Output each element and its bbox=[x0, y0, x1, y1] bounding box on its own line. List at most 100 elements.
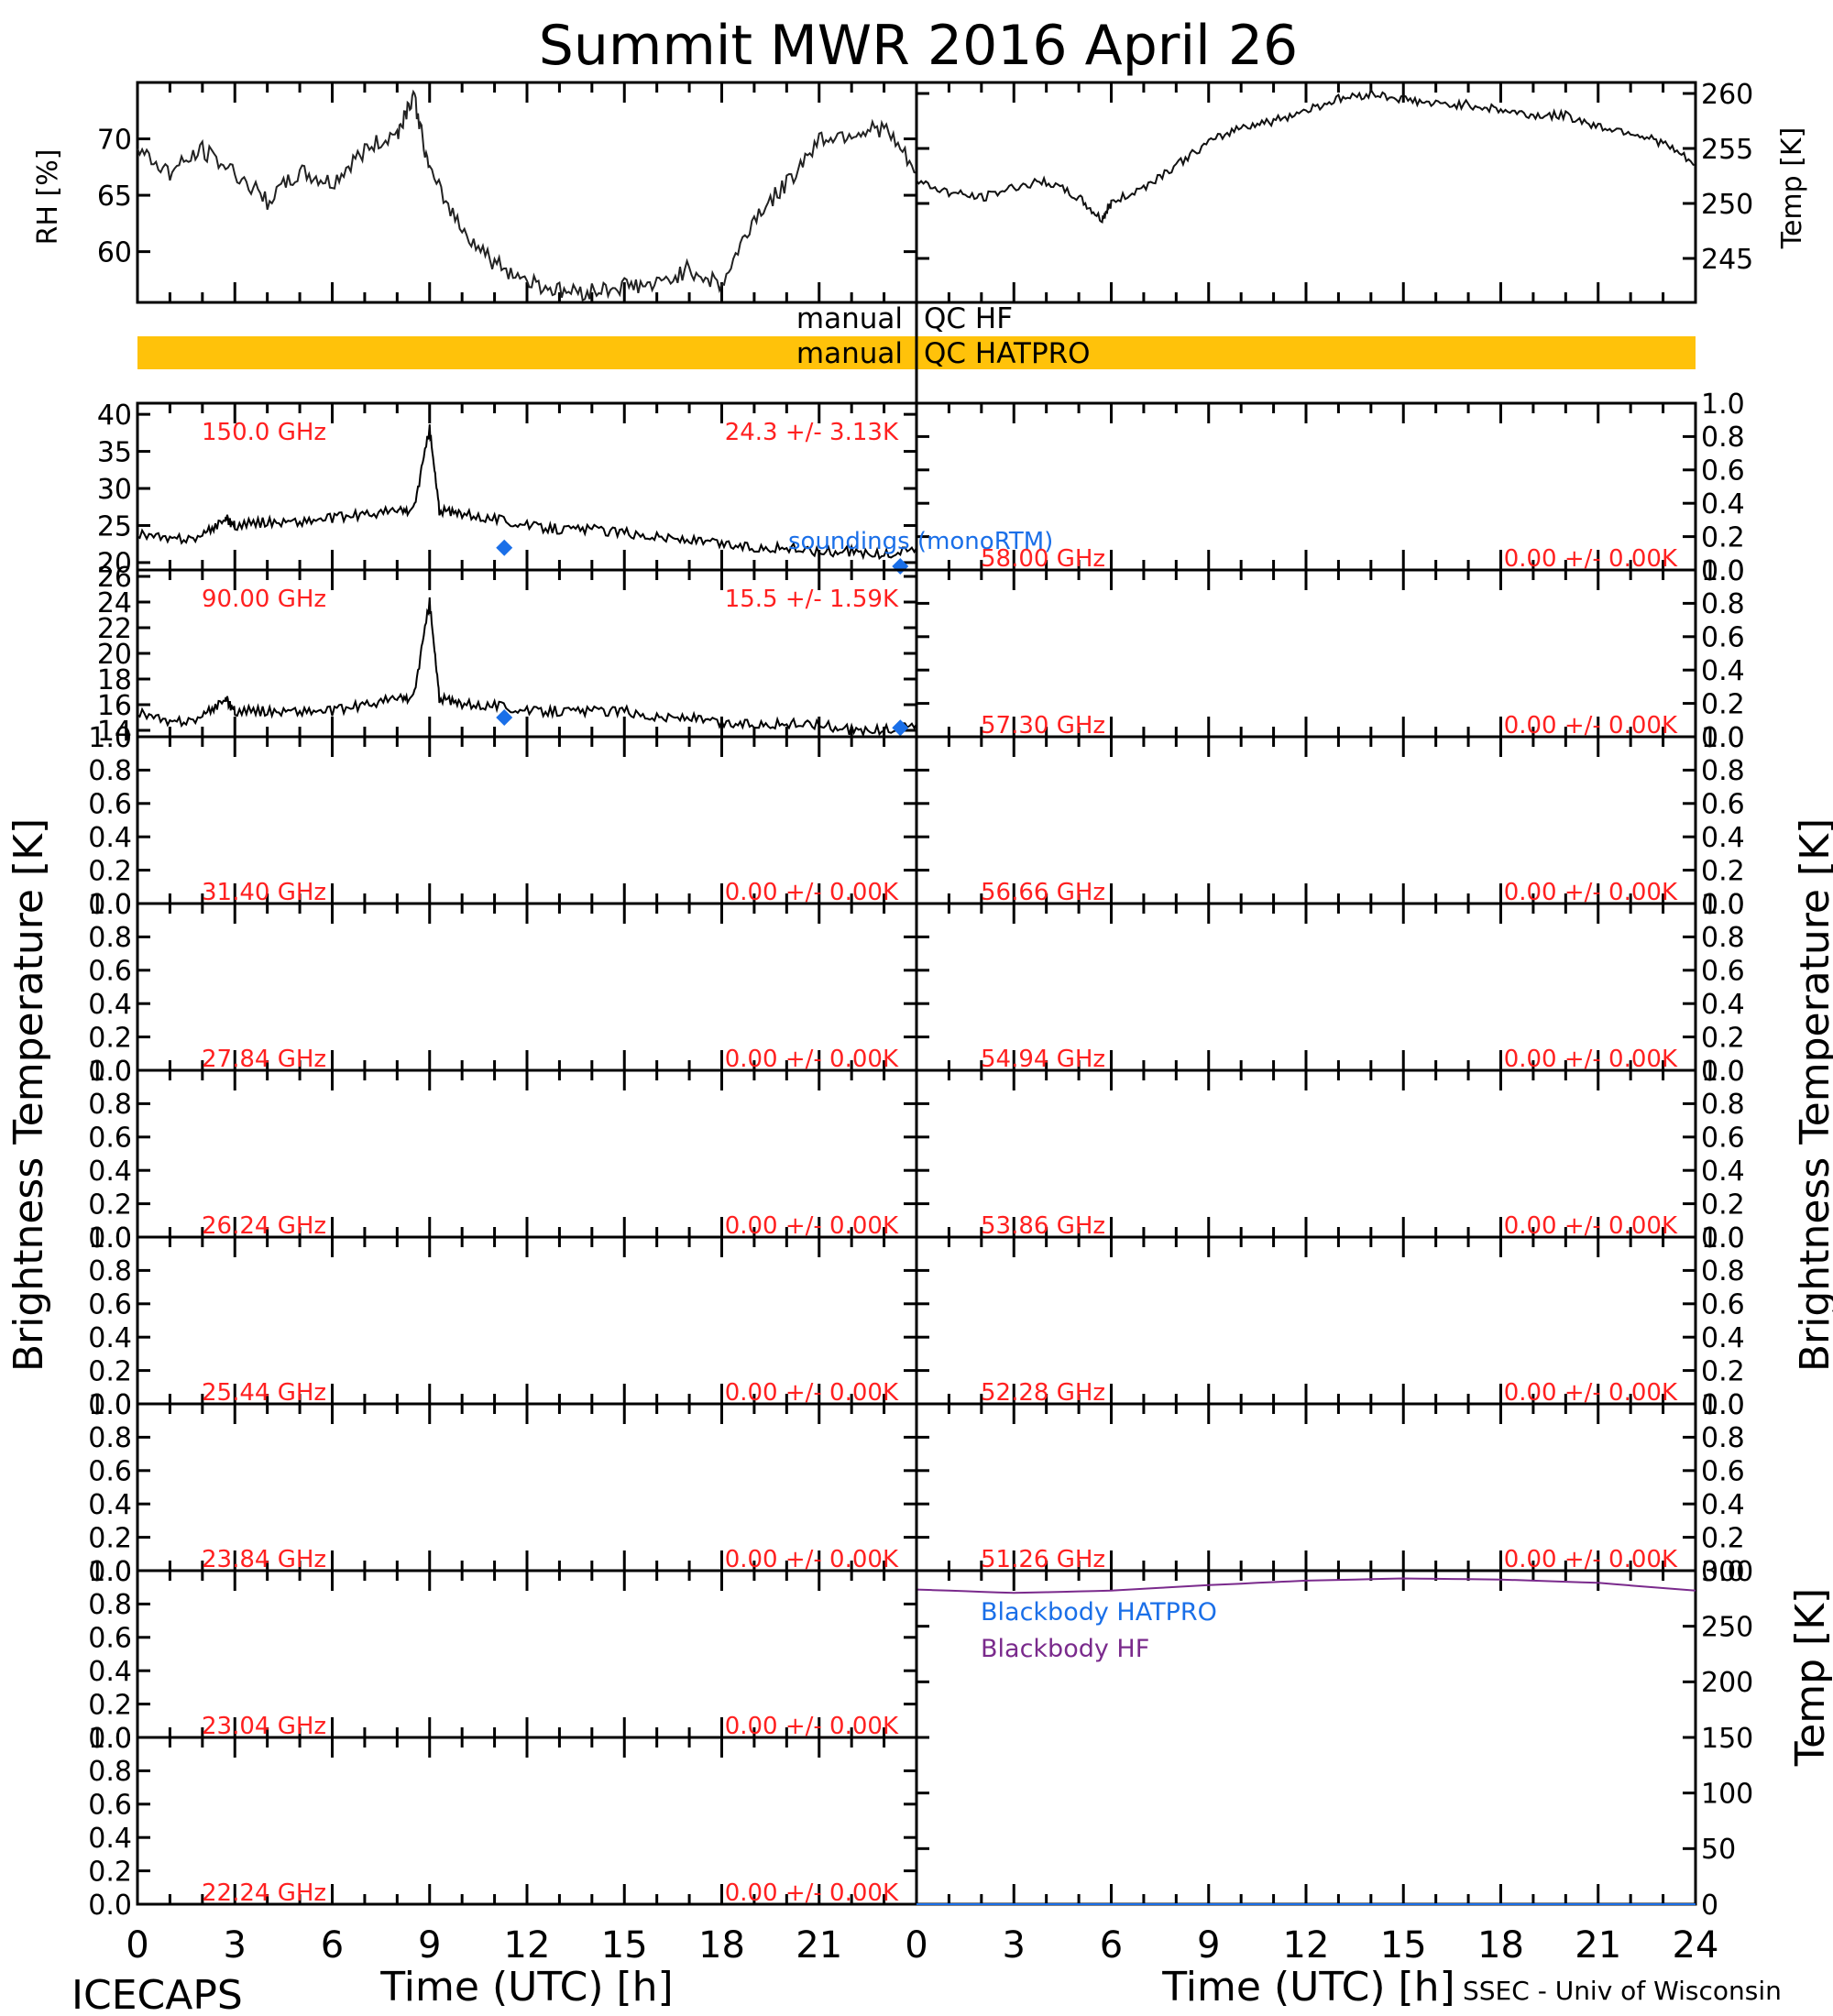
tb-axis-tb_57.30-tick-label: 0.8 bbox=[1701, 588, 1745, 620]
page-title: Summit MWR 2016 April 26 bbox=[539, 14, 1298, 78]
qc-hatpro-label-right: QC HATPRO bbox=[924, 337, 1091, 370]
tb-axis-tb_27.84-tick-label: 0.0 bbox=[88, 1056, 132, 1088]
tb-axis-tb_53.86-tick-label: 0.0 bbox=[1701, 1222, 1745, 1255]
tb-axis-label-left: Brightness Temperature [K] bbox=[5, 818, 52, 1372]
blackbody-axis-tick-label: 200 bbox=[1701, 1667, 1753, 1699]
tb-axis-tb_57.30-tick-label: 0.2 bbox=[1701, 688, 1745, 720]
blackbody-axis-tick-label: 300 bbox=[1701, 1556, 1753, 1588]
qc-hf-label-left: manual bbox=[796, 302, 903, 335]
sounding-marker-tb_150-0 bbox=[496, 539, 513, 556]
tb-axis-tb_31.40-tick-label: 0.4 bbox=[88, 822, 132, 854]
tb-axis-tb_90-tick-label: 20 bbox=[97, 639, 132, 671]
series-label-tb_27.84: 27.84 GHz bbox=[202, 1046, 326, 1073]
tb-axis-tb_23.04-tick-label: 1.0 bbox=[88, 1556, 132, 1588]
footer-right: SSEC - Univ of Wisconsin bbox=[1463, 1976, 1782, 2006]
time-tick-label-right: 9 bbox=[1197, 1924, 1220, 1967]
tb-axis-tb_56.66-tick-label: 0.8 bbox=[1701, 755, 1745, 787]
tb-axis-tb_57.30-tick-label: 0.6 bbox=[1701, 622, 1745, 654]
footer-left: ICECAPS bbox=[71, 1972, 243, 2016]
series-label-tb_23.04: 23.04 GHz bbox=[202, 1713, 326, 1740]
tb-axis-tb_150-tick-label: 30 bbox=[97, 474, 132, 506]
series-stat-tb_27.84: 0.00 +/- 0.00K bbox=[725, 1046, 899, 1073]
tb-axis-tb_27.84-tick-label: 0.4 bbox=[88, 989, 132, 1021]
tb-axis-tb_27.84-tick-label: 0.2 bbox=[88, 1022, 132, 1054]
tb-axis-tb_90-tick-label: 22 bbox=[97, 613, 132, 645]
tb-axis-tb_56.66-tick-label: 0.2 bbox=[1701, 855, 1745, 887]
series-label-tb_52.28: 52.28 GHz bbox=[981, 1379, 1105, 1407]
series-label-tb_53.86: 53.86 GHz bbox=[981, 1212, 1105, 1240]
tb-axis-tb_150-tick-label: 35 bbox=[97, 436, 132, 468]
time-tick-label-right: 6 bbox=[1100, 1924, 1123, 1967]
time-tick-label-left: 12 bbox=[504, 1924, 551, 1967]
tb-axis-tb_31.40-tick-label: 0.2 bbox=[88, 855, 132, 887]
tb-axis-tb_27.84-tick-label: 0.8 bbox=[88, 922, 132, 954]
tb-axis-tb_23.04-tick-label: 0.2 bbox=[88, 1689, 132, 1721]
tb-axis-tb_51.26-tick-label: 0.4 bbox=[1701, 1489, 1745, 1521]
tb-axis-tb_53.86-tick-label: 0.8 bbox=[1701, 1089, 1745, 1121]
series-stat-tb_90: 15.5 +/- 1.59K bbox=[725, 586, 899, 613]
series-label-tb_23.84: 23.84 GHz bbox=[202, 1546, 326, 1573]
tb-axis-tb_90-tick-label: 14 bbox=[97, 716, 132, 748]
temp-axis-tick-label: 260 bbox=[1701, 79, 1753, 111]
tb-axis-tb_31.40-tick-label: 0.8 bbox=[88, 755, 132, 787]
sounding-marker-tb_90-1 bbox=[892, 719, 909, 737]
series-label-tb_22.24: 22.24 GHz bbox=[202, 1879, 326, 1907]
tb-axis-tb_57.30-tick-label: 0.0 bbox=[1701, 722, 1745, 754]
temp-series-line bbox=[916, 87, 1696, 224]
tb-axis-tb_150-tick-label: 40 bbox=[97, 400, 132, 432]
temp-axis-label: Temp [K] bbox=[1776, 127, 1808, 250]
tb-axis-tb_23.04-tick-label: 0.4 bbox=[88, 1656, 132, 1688]
series-label-tb_150: 150.0 GHz bbox=[202, 419, 326, 446]
series-stat-tb_23.04: 0.00 +/- 0.00K bbox=[725, 1713, 899, 1740]
time-tick-label-left: 0 bbox=[126, 1924, 148, 1967]
tb-axis-tb_23.84-tick-label: 0.6 bbox=[88, 1456, 132, 1488]
series-stat-tb_56.66: 0.00 +/- 0.00K bbox=[1504, 879, 1678, 906]
tb-axis-tb_22.24-tick-label: 0.4 bbox=[88, 1823, 132, 1855]
tb-axis-tb_27.84-tick-label: 1.0 bbox=[88, 889, 132, 921]
time-tick-label-left: 15 bbox=[601, 1924, 648, 1967]
tb-axis-tb_58.00-tick-label: 0.2 bbox=[1701, 521, 1745, 553]
tb-axis-tb_22.24-tick-label: 0.2 bbox=[88, 1856, 132, 1888]
series-label-tb_56.66: 56.66 GHz bbox=[981, 879, 1105, 906]
qc-hatpro-label-left: manual bbox=[796, 337, 903, 370]
tb-axis-tb_26.24-tick-label: 0.4 bbox=[88, 1156, 132, 1188]
tb-axis-tb_23.84-tick-label: 1.0 bbox=[88, 1389, 132, 1421]
series-stat-tb_52.28: 0.00 +/- 0.00K bbox=[1504, 1379, 1678, 1407]
tb-axis-tb_23.84-tick-label: 0.4 bbox=[88, 1489, 132, 1521]
tb-axis-tb_25.44-tick-label: 0.6 bbox=[88, 1289, 132, 1321]
time-tick-label-left: 6 bbox=[321, 1924, 344, 1967]
tb-axis-tb_53.86-tick-label: 0.2 bbox=[1701, 1189, 1745, 1221]
series-stat-tb_31.40: 0.00 +/- 0.00K bbox=[725, 879, 899, 906]
tb-axis-tb_58.00-tick-label: 0.6 bbox=[1701, 455, 1745, 488]
tb-axis-tb_56.66-tick-label: 0.6 bbox=[1701, 789, 1745, 821]
tb-series-line-tb_150 bbox=[137, 424, 917, 561]
tb-axis-tb_54.94-tick-label: 0.2 bbox=[1701, 1022, 1745, 1054]
tb-axis-tb_150-tick-label: 25 bbox=[97, 510, 132, 542]
series-stat-tb_54.94: 0.00 +/- 0.00K bbox=[1504, 1046, 1678, 1073]
tb-axis-tb_58.00-tick-label: 1.0 bbox=[1701, 389, 1745, 421]
tb-axis-tb_53.86-tick-label: 0.6 bbox=[1701, 1123, 1745, 1155]
tb-axis-tb_52.28-tick-label: 0.6 bbox=[1701, 1289, 1745, 1321]
series-stat-tb_51.26: 0.00 +/- 0.00K bbox=[1504, 1546, 1678, 1573]
series-stat-tb_25.44: 0.00 +/- 0.00K bbox=[725, 1379, 899, 1407]
tb-axis-tb_31.40-tick-label: 0.6 bbox=[88, 789, 132, 821]
time-tick-label-left: 21 bbox=[796, 1924, 842, 1967]
tb-axis-tb_25.44-tick-label: 1.0 bbox=[88, 1222, 132, 1255]
blackbody-series-line-0 bbox=[916, 1577, 1696, 1594]
tb-axis-tb_22.24-tick-label: 1.0 bbox=[88, 1723, 132, 1755]
tb-axis-tb_90-tick-label: 16 bbox=[97, 690, 132, 722]
series-label-tb_54.94: 54.94 GHz bbox=[981, 1046, 1105, 1073]
blackbody-axis-tick-label: 250 bbox=[1701, 1611, 1753, 1643]
tb-axis-tb_150-tick-label: 20 bbox=[97, 548, 132, 580]
tb-axis-tb_23.84-tick-label: 0.0 bbox=[88, 1556, 132, 1588]
tb-axis-tb_22.24-tick-label: 0.8 bbox=[88, 1756, 132, 1788]
tb-axis-tb_22.24-tick-label: 0.6 bbox=[88, 1790, 132, 1822]
tb-axis-tb_54.94-tick-label: 0.0 bbox=[1701, 1056, 1745, 1088]
tb-series-line-tb_90 bbox=[137, 597, 917, 738]
series-stat-tb_150: 24.3 +/- 3.13K bbox=[725, 419, 899, 446]
series-label-tb_26.24: 26.24 GHz bbox=[202, 1212, 326, 1240]
rh-axis-tick-label: 65 bbox=[97, 181, 132, 213]
tb-axis-tb_56.66-tick-label: 1.0 bbox=[1701, 722, 1745, 754]
temp-axis-tick-label: 250 bbox=[1701, 189, 1753, 221]
